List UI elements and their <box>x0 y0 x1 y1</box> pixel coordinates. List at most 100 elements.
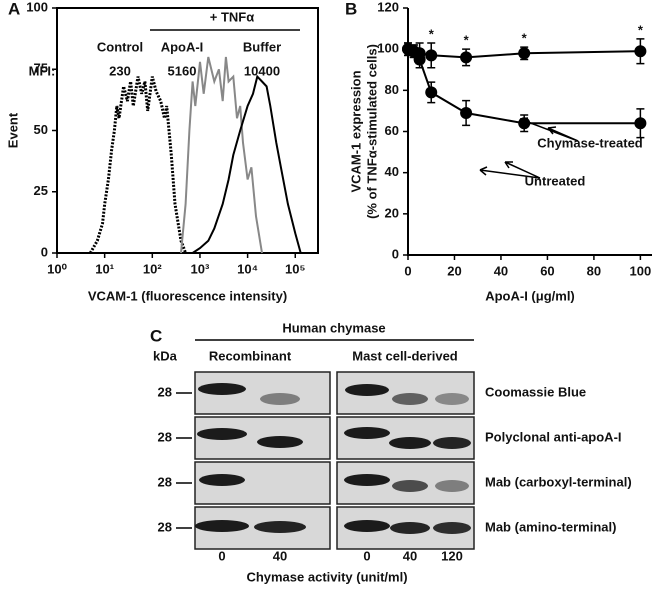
series-label: Chymase-treated <box>537 135 643 150</box>
band <box>257 436 303 448</box>
series-label: ApoA-I <box>161 39 204 54</box>
y-axis-label: VCAM-1 expression <box>348 70 363 192</box>
y-axis-label: (% of TNFα-stimulated cells) <box>364 44 379 219</box>
significance: * <box>522 31 528 46</box>
band <box>435 393 469 405</box>
band <box>344 427 390 439</box>
band <box>435 480 469 492</box>
x-tick-label: 10³ <box>191 261 210 276</box>
arrow <box>479 161 541 179</box>
y-tick-label: 40 <box>385 164 399 179</box>
band <box>392 480 428 492</box>
x-tick-label: 60 <box>540 263 554 278</box>
row-label: Polyclonal anti-apoA-I <box>485 429 622 444</box>
band <box>198 383 246 395</box>
y-tick-label: 80 <box>385 82 399 97</box>
point <box>460 51 473 64</box>
lane-label: 120 <box>441 548 463 563</box>
annotation: MFI: <box>29 63 56 78</box>
marker-label: 28 <box>158 429 172 444</box>
group-label: Mast cell-derived <box>352 348 458 363</box>
marker-label: 28 <box>158 474 172 489</box>
row-label: Coomassie Blue <box>485 384 586 399</box>
blot-x-label: Chymase activity (unit/ml) <box>246 569 407 584</box>
x-tick-label: 10⁴ <box>237 261 258 276</box>
axis <box>56 7 319 254</box>
x-tick-label: 10⁵ <box>285 261 306 276</box>
band <box>344 474 390 486</box>
blot-title: Human chymase <box>282 320 385 335</box>
band <box>344 520 390 532</box>
band <box>389 437 431 449</box>
band <box>199 474 245 486</box>
annotation: + TNFα <box>210 9 254 24</box>
y-tick-label: 0 <box>392 246 399 261</box>
histogram-line <box>88 76 188 254</box>
y-tick-label: 0 <box>41 244 48 259</box>
band <box>260 393 300 405</box>
point <box>634 117 647 130</box>
x-tick-label: 40 <box>494 263 508 278</box>
significance: * <box>638 22 644 37</box>
series-line <box>407 48 641 125</box>
y-tick-label: 50 <box>34 122 48 137</box>
x-tick-label: 0 <box>404 263 411 278</box>
row-label: Mab (carboxyl-terminal) <box>485 474 632 489</box>
band <box>195 520 249 532</box>
annotation: 10400 <box>244 63 280 78</box>
marker-label: 28 <box>158 519 172 534</box>
series-label: Control <box>97 39 143 54</box>
axis <box>407 8 652 256</box>
x-tick-label: 100 <box>630 263 652 278</box>
band <box>390 522 430 534</box>
row-label: Mab (amino-terminal) <box>485 519 616 534</box>
point <box>425 49 438 62</box>
point <box>634 45 647 58</box>
group-label: Recombinant <box>209 348 292 363</box>
point <box>518 117 531 130</box>
histogram-line <box>180 56 263 254</box>
x-tick-label: 10⁰ <box>47 261 67 276</box>
y-axis-label: Event <box>5 112 20 148</box>
lane-label: 40 <box>273 548 287 563</box>
band <box>433 522 471 534</box>
panel-label: B <box>345 0 357 18</box>
marker-label: 28 <box>158 384 172 399</box>
lane-label: 0 <box>363 548 370 563</box>
x-tick-label: 10² <box>143 261 162 276</box>
histogram-line <box>192 74 302 254</box>
y-tick-label: 100 <box>377 41 399 56</box>
band <box>392 393 428 405</box>
significance: * <box>429 26 435 41</box>
arrow <box>519 117 579 142</box>
x-tick-label: 80 <box>587 263 601 278</box>
y-tick-label: 25 <box>34 183 48 198</box>
y-tick-label: 120 <box>377 0 399 14</box>
y-tick-label: 20 <box>385 205 399 220</box>
panel-label: A <box>8 0 20 18</box>
y-tick-label: 60 <box>385 123 399 138</box>
lane-label: 0 <box>218 548 225 563</box>
band <box>254 521 306 533</box>
point <box>425 86 438 99</box>
panel-label: C <box>150 326 162 345</box>
point <box>518 47 531 60</box>
x-axis-label: ApoA-I (μg/ml) <box>485 288 575 303</box>
significance: * <box>464 33 470 48</box>
series-label: Buffer <box>243 39 281 54</box>
x-tick-label: 10¹ <box>95 261 114 276</box>
point <box>413 53 426 66</box>
y-tick-label: 75 <box>34 61 48 76</box>
x-tick-label: 20 <box>447 263 461 278</box>
band <box>345 384 389 396</box>
lane-label: 40 <box>403 548 417 563</box>
point <box>460 106 473 119</box>
annotation: 230 <box>109 63 131 78</box>
band <box>433 437 471 449</box>
unit-label: kDa <box>153 348 178 363</box>
x-axis-label: VCAM-1 (fluorescence intensity) <box>88 288 287 303</box>
band <box>197 428 247 440</box>
annotation: 5160 <box>168 63 197 78</box>
y-tick-label: 100 <box>26 0 48 14</box>
